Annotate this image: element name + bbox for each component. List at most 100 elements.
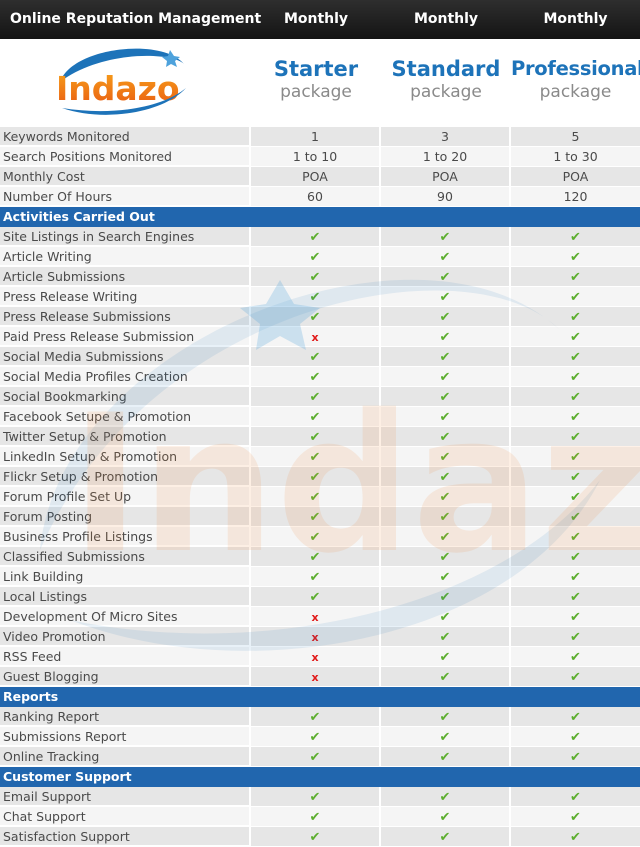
feature-cell: ✔ (381, 787, 509, 807)
value-cell: POA (381, 167, 509, 187)
package-name: Starter (273, 57, 359, 81)
check-icon: ✔ (570, 670, 581, 685)
feature-cell: x (251, 647, 379, 667)
header-column-standard: Monthly (413, 11, 479, 27)
check-icon: ✔ (570, 230, 581, 245)
package-starter: Starter package (251, 57, 381, 103)
row-label: LinkedIn Setup & Promotion (0, 447, 249, 466)
row-label: Online Tracking (0, 747, 249, 766)
check-icon: ✔ (570, 650, 581, 665)
check-icon: ✔ (570, 550, 581, 565)
feature-cell: ✔ (511, 727, 640, 747)
feature-cell: ✔ (511, 367, 640, 387)
check-icon: ✔ (309, 510, 321, 525)
table-row: Submissions Report ✔ ✔ ✔ (0, 727, 640, 747)
row-label: Ranking Report (0, 707, 249, 726)
row-label: Press Release Writing (0, 287, 249, 306)
check-icon: ✔ (309, 250, 321, 265)
check-icon: ✔ (439, 610, 451, 625)
feature-cell: ✔ (251, 787, 379, 807)
table-row: Site Listings in Search Engines ✔ ✔ ✔ (0, 227, 640, 247)
feature-cell: ✔ (381, 627, 509, 647)
row-label: Paid Press Release Submission (0, 327, 249, 346)
table-row: Local Listings ✔ ✔ ✔ (0, 587, 640, 607)
table-row: Article Submissions ✔ ✔ ✔ (0, 267, 640, 287)
table-row: Chat Support ✔ ✔ ✔ (0, 807, 640, 827)
feature-cell: ✔ (251, 427, 379, 447)
feature-cell: ✔ (511, 227, 640, 247)
feature-cell: ✔ (511, 387, 640, 407)
check-icon: ✔ (309, 470, 321, 485)
feature-cell: ✔ (381, 307, 509, 327)
row-label: Social Media Submissions (0, 347, 249, 366)
feature-cell: ✔ (251, 307, 379, 327)
feature-cell: ✔ (511, 487, 640, 507)
table-row: Press Release Writing ✔ ✔ ✔ (0, 287, 640, 307)
feature-cell: ✔ (511, 247, 640, 267)
check-icon: ✔ (439, 830, 451, 845)
value-cell: 3 (381, 127, 509, 147)
table-row: LinkedIn Setup & Promotion ✔ ✔ ✔ (0, 447, 640, 467)
check-icon: ✔ (309, 590, 321, 605)
row-label: Social Media Profiles Creation (0, 367, 249, 386)
check-icon: ✔ (309, 270, 321, 285)
row-label: Site Listings in Search Engines (0, 227, 249, 246)
row-label: Flickr Setup & Promotion (0, 467, 249, 486)
section-header-reports: Reports (0, 687, 640, 707)
feature-cell: ✔ (251, 407, 379, 427)
feature-cell: ✔ (251, 487, 379, 507)
table-row: RSS Feed x ✔ ✔ (0, 647, 640, 667)
check-icon: ✔ (439, 390, 451, 405)
check-icon: ✔ (439, 430, 451, 445)
feature-cell: ✔ (381, 467, 509, 487)
table-row: Paid Press Release Submission x ✔ ✔ (0, 327, 640, 347)
value-cell: POA (251, 167, 379, 187)
check-icon: ✔ (570, 390, 581, 405)
feature-cell: ✔ (381, 387, 509, 407)
feature-cell: ✔ (251, 707, 379, 727)
value-cell: 90 (381, 187, 509, 207)
check-icon: ✔ (439, 570, 451, 585)
package-name: Professional (511, 57, 640, 80)
feature-cell: ✔ (511, 787, 640, 807)
row-label: Social Bookmarking (0, 387, 249, 406)
feature-cell: ✔ (251, 267, 379, 287)
check-icon: ✔ (309, 530, 321, 545)
feature-cell: ✔ (251, 507, 379, 527)
cross-icon: x (311, 611, 319, 624)
check-icon: ✔ (439, 290, 451, 305)
row-label: Chat Support (0, 807, 249, 826)
check-icon: ✔ (309, 750, 321, 765)
feature-cell: ✔ (381, 247, 509, 267)
check-icon: ✔ (309, 410, 321, 425)
feature-cell: ✔ (511, 627, 640, 647)
table-row: Social Bookmarking ✔ ✔ ✔ (0, 387, 640, 407)
row-label: Article Submissions (0, 267, 249, 286)
check-icon: ✔ (309, 790, 321, 805)
check-icon: ✔ (309, 350, 321, 365)
row-label: Article Writing (0, 247, 249, 266)
row-label: Monthly Cost (0, 167, 249, 186)
feature-cell: ✔ (381, 727, 509, 747)
table-row: Ranking Report ✔ ✔ ✔ (0, 707, 640, 727)
check-icon: ✔ (570, 350, 581, 365)
feature-cell: ✔ (511, 267, 640, 287)
feature-cell: x (251, 607, 379, 627)
row-label: Search Positions Monitored (0, 147, 249, 166)
check-icon: ✔ (570, 290, 581, 305)
feature-cell: ✔ (381, 587, 509, 607)
cross-icon: x (311, 631, 319, 644)
row-label: Satisfaction Support (0, 827, 249, 846)
row-label: Development Of Micro Sites (0, 607, 249, 626)
feature-cell: ✔ (511, 587, 640, 607)
row-label: Press Release Submissions (0, 307, 249, 326)
check-icon: ✔ (570, 450, 581, 465)
feature-cell: ✔ (251, 387, 379, 407)
check-icon: ✔ (439, 410, 451, 425)
feature-cell: ✔ (251, 347, 379, 367)
check-icon: ✔ (439, 490, 451, 505)
check-icon: ✔ (439, 470, 451, 485)
feature-cell: ✔ (251, 367, 379, 387)
feature-cell: ✔ (251, 467, 379, 487)
check-icon: ✔ (570, 710, 581, 725)
